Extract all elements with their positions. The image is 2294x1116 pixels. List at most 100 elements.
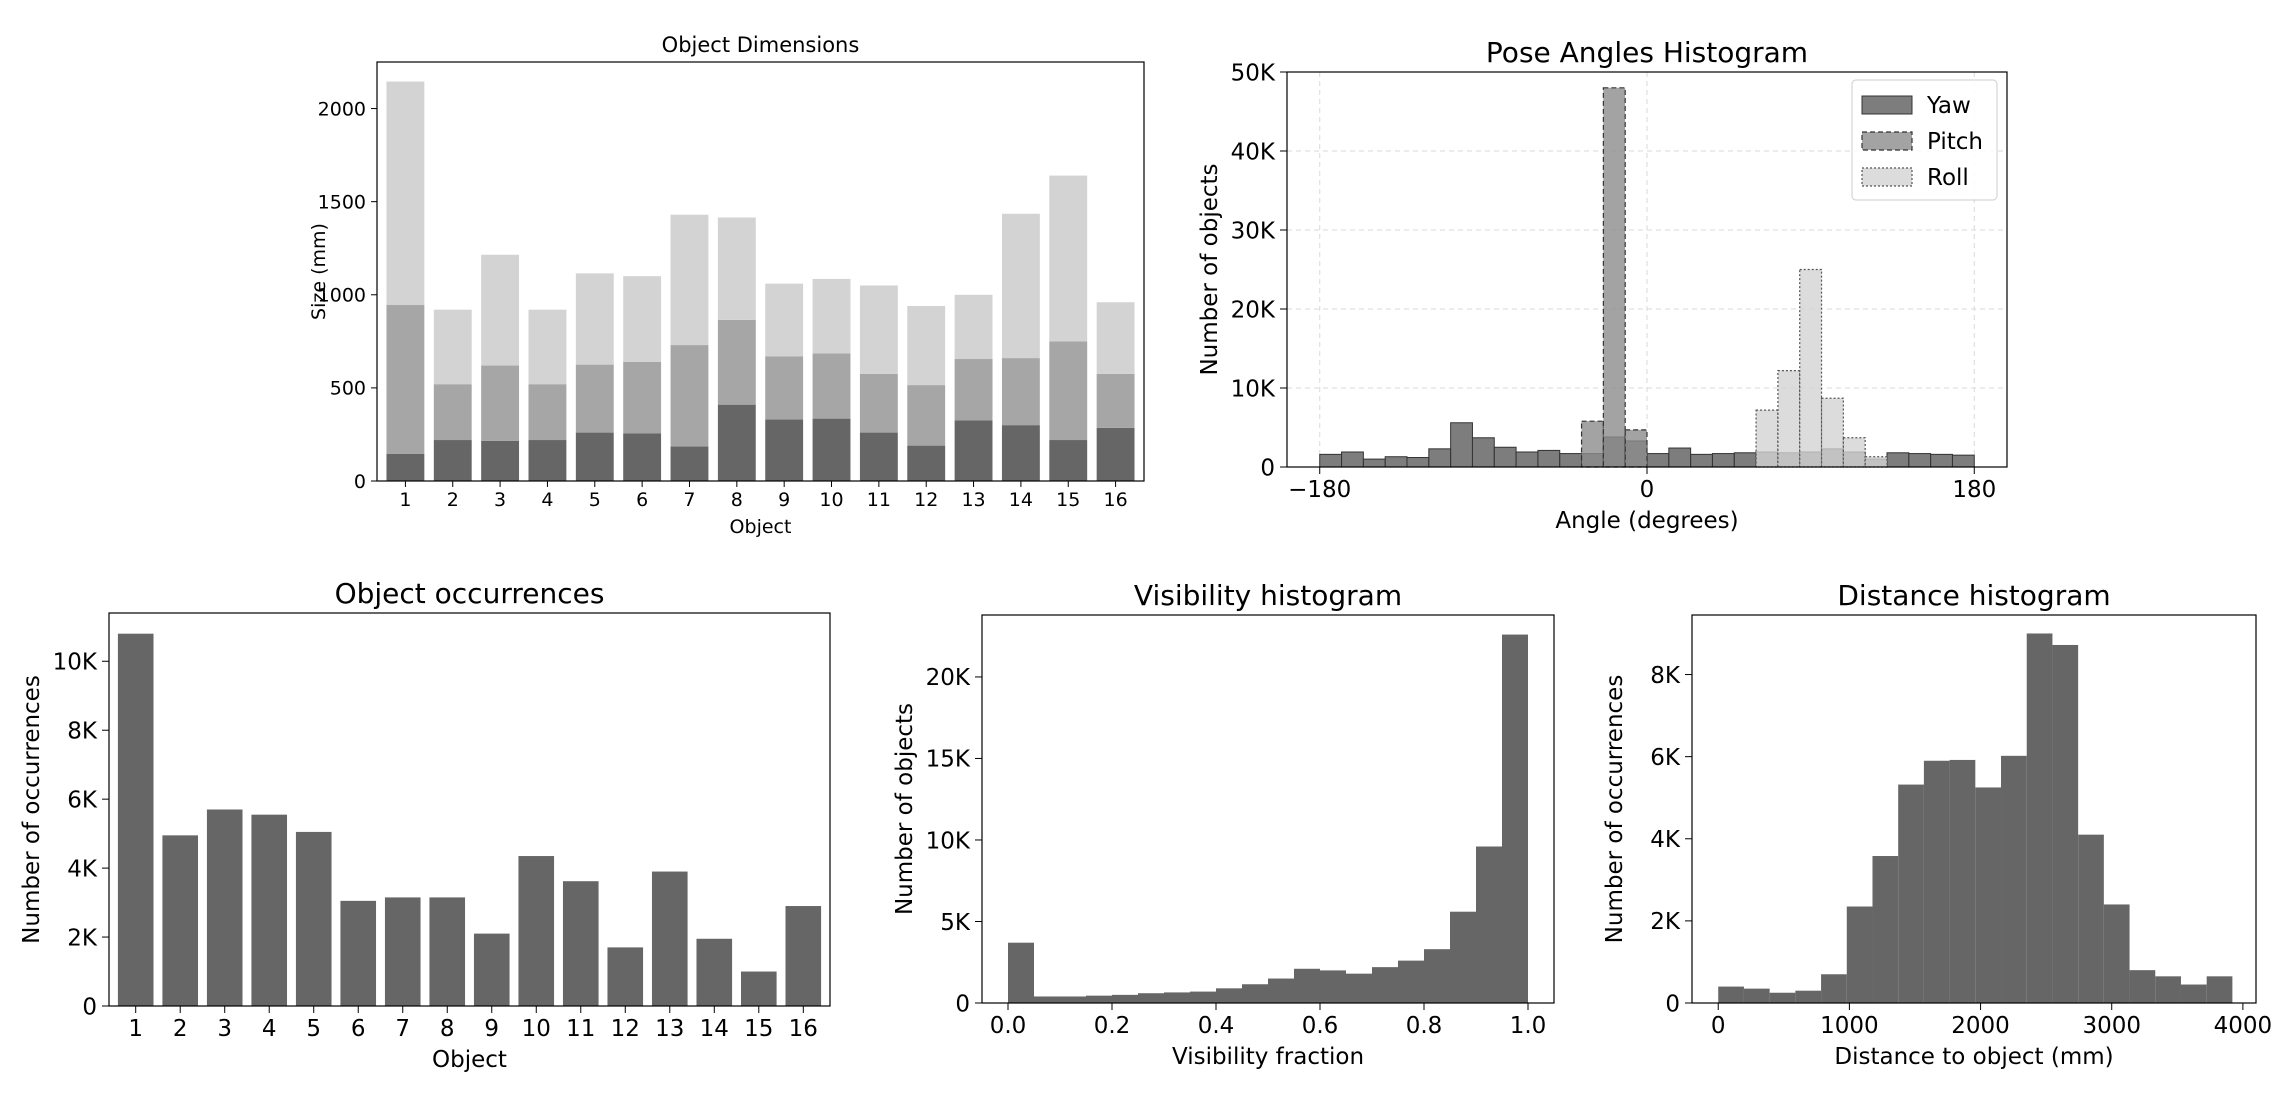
- bar-object-1: [117, 633, 154, 1006]
- hist-bar-10: [1268, 978, 1294, 1003]
- hist-bar-yaw-27: [1908, 453, 1932, 468]
- x-tick-label: 12: [611, 1016, 640, 1042]
- x-tick-label: 8: [731, 489, 743, 511]
- hist-bar-yaw-19: [1733, 452, 1757, 468]
- hist-bar-yaw-11: [1559, 453, 1583, 468]
- x-tick-label: 0.8: [1406, 1013, 1443, 1039]
- bar-depth-object-16: [1096, 302, 1135, 374]
- bar-height-object-14: [1001, 425, 1040, 481]
- bar-height-object-2: [433, 440, 472, 481]
- bar-width-object-2: [433, 384, 472, 441]
- hist-bar-yaw-9: [1515, 451, 1539, 468]
- y-tick-label: 0: [1260, 455, 1275, 481]
- bar-width-object-16: [1096, 373, 1135, 428]
- bar-depth-object-7: [670, 214, 709, 346]
- x-tick-label: 4: [262, 1016, 277, 1042]
- hist-bar-roll-24: [1842, 437, 1866, 468]
- bar-width-object-14: [1001, 358, 1040, 426]
- bar-object-14: [696, 938, 733, 1006]
- y-tick-label: 1000: [318, 285, 366, 307]
- plot-frame: [376, 61, 1145, 482]
- bar-depth-object-4: [528, 309, 567, 385]
- hist-bar-15: [2103, 904, 2130, 1003]
- hist-bar-19: [1502, 634, 1528, 1003]
- x-tick-label: 14: [1009, 489, 1033, 511]
- x-tick-label: 180: [1952, 477, 1996, 503]
- bar-depth-object-13: [954, 294, 993, 360]
- hist-bar-5: [1138, 993, 1164, 1003]
- hist-bar-8: [1923, 760, 1950, 1003]
- x-tick-label: −180: [1288, 477, 1351, 503]
- y-tick-label: 2K: [1650, 909, 1681, 935]
- y-tick-label: 0: [1665, 991, 1680, 1017]
- bar-width-object-7: [670, 345, 709, 447]
- hist-bar-3: [1086, 995, 1112, 1003]
- bar-width-object-9: [765, 356, 804, 420]
- hist-bar-roll-21: [1777, 370, 1801, 468]
- x-tick-label: 0: [1640, 477, 1655, 503]
- bar-depth-object-2: [433, 309, 472, 385]
- x-tick-label: 16: [789, 1016, 818, 1042]
- hist-bar-6: [1164, 992, 1190, 1003]
- bar-object-16: [785, 906, 822, 1006]
- bar-object-9: [473, 933, 510, 1006]
- y-tick-label: 0: [955, 991, 970, 1017]
- x-tick-label: 13: [961, 489, 985, 511]
- hist-bar-yaw-16: [1668, 447, 1692, 468]
- bar-object-13: [651, 871, 688, 1006]
- x-axis-label: Object: [432, 1047, 507, 1073]
- x-tick-label: 10: [522, 1016, 551, 1042]
- hist-bar-14: [2078, 834, 2104, 1003]
- x-tick-label: 4000: [2214, 1013, 2273, 1039]
- y-tick-label: 8K: [1650, 663, 1681, 689]
- bar-depth-object-15: [1049, 175, 1088, 342]
- hist-bar-yaw-10: [1537, 449, 1561, 468]
- hist-bar-4: [1112, 994, 1138, 1003]
- hist-bar-13: [1346, 973, 1372, 1003]
- chart-vis: 0 5K 10K 15K 20K 0.0 0.2 0.4 0.6 0.8 1.0 Visibility…: [892, 579, 1555, 1070]
- bar-height-object-11: [859, 432, 898, 481]
- hist-bar-18: [2180, 984, 2207, 1003]
- hist-bar-17: [1450, 911, 1476, 1003]
- bar-width-object-4: [528, 384, 567, 441]
- chart-title: Visibility histogram: [1134, 579, 1402, 612]
- x-tick-label: 15: [744, 1016, 773, 1042]
- hist-bar-8: [1216, 988, 1242, 1003]
- hist-bar-0: [1718, 986, 1744, 1003]
- bar-depth-object-3: [481, 254, 520, 366]
- hist-bar-11: [2001, 755, 2027, 1003]
- x-tick-label: 14: [700, 1016, 729, 1042]
- y-tick-label: 4K: [1650, 827, 1681, 853]
- hist-bar-16: [2129, 970, 2156, 1003]
- y-tick-label: 2000: [318, 98, 366, 120]
- hist-bar-yaw-26: [1886, 452, 1910, 468]
- bar-object-4: [251, 814, 288, 1006]
- y-tick-label: 5K: [940, 910, 971, 936]
- x-tick-label: 2: [173, 1016, 188, 1042]
- bar-width-object-15: [1049, 341, 1088, 441]
- y-axis-label: Number of occurrences: [1602, 675, 1628, 944]
- hist-bar-roll-25: [1864, 456, 1888, 468]
- y-tick-label: 0: [82, 994, 97, 1020]
- hist-bar-12: [1320, 970, 1346, 1003]
- hist-bar-yaw-5: [1428, 448, 1452, 468]
- y-tick-label: 6K: [67, 787, 98, 813]
- bar-object-10: [518, 856, 555, 1006]
- bar-height-object-10: [812, 418, 851, 481]
- y-tick-label: 10K: [926, 828, 971, 854]
- y-tick-label: 500: [330, 378, 366, 400]
- chart-title: Distance histogram: [1837, 579, 2110, 612]
- hist-bar-17: [2155, 976, 2181, 1003]
- hist-bar-5: [1846, 906, 1873, 1003]
- x-axis-label: Object: [730, 516, 792, 538]
- x-tick-label: 3: [494, 489, 506, 511]
- bar-object-15: [740, 971, 777, 1006]
- y-tick-label: 10K: [1231, 376, 1276, 402]
- hist-bar-18: [1476, 846, 1502, 1003]
- y-tick-label: 4K: [67, 856, 98, 882]
- bar-object-12: [607, 947, 644, 1006]
- y-tick-label: 15K: [926, 747, 971, 773]
- y-tick-label: 0: [354, 471, 366, 493]
